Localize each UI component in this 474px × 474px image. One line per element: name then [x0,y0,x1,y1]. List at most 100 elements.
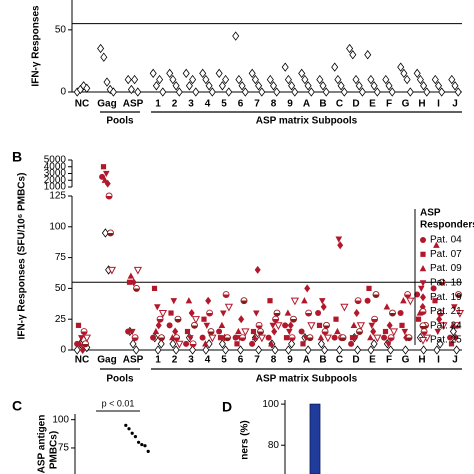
x-tick-label: F [386,99,392,110]
data-point [249,340,256,347]
y-tick-label: 2000 [44,175,67,186]
data-point [387,334,395,342]
legend-label: Pat. 24 [430,320,462,331]
data-point [290,297,300,306]
data-point [321,345,329,355]
data-point [288,334,296,342]
data-point [175,87,183,97]
data-point [220,310,227,317]
y-axis-label: ASP antigen [37,415,48,474]
x-tick-label: A [303,99,310,110]
data-point [129,339,137,349]
y-axis-label: PMBCs) [49,431,60,469]
x-tick-label: 5 [221,99,227,110]
data-point [130,278,137,287]
data-point [133,284,140,292]
y-tick-label: 100 [262,399,279,410]
data-point [174,315,182,323]
legend-label: Pat. 19 [430,292,462,303]
data-point [454,87,462,97]
data-point [386,321,393,330]
y-axis-label: ners (%) [240,420,251,459]
data-point [301,74,309,85]
data-point [402,345,409,355]
data-point [191,321,198,329]
data-point [124,423,128,427]
data-point [134,87,142,97]
data-point [75,322,82,328]
data-point [124,74,132,85]
data-point [323,334,333,343]
data-point [222,291,230,299]
data-point [298,328,305,335]
data-point [423,87,431,97]
data-point [306,334,314,342]
data-point [416,74,424,85]
data-point [172,81,180,91]
legend-marker [419,322,427,330]
data-point [258,87,266,97]
data-point [169,74,177,85]
data-point [352,74,360,85]
data-point [364,297,371,304]
data-point [240,297,248,305]
data-point [76,340,84,347]
data-point [185,81,193,91]
x-tick-label: 5 [221,355,227,366]
group-label: Pools [106,116,134,127]
data-point [183,340,190,347]
group-label: Pools [106,374,134,385]
data-point [290,315,297,323]
data-point [218,321,226,328]
data-point [439,322,448,331]
x-tick-label: I [437,355,440,366]
data-point [257,334,267,343]
data-point [237,345,244,355]
data-point [173,334,181,342]
data-point [151,285,158,291]
data-point [208,334,217,343]
y-tick-label: 0 [60,345,66,356]
data-point [202,345,210,355]
data-point [317,334,325,341]
data-point [205,81,213,91]
legend-title: Responders [420,220,474,231]
x-tick-label: 8 [271,355,277,366]
legend-label: Pat. 07 [430,249,462,260]
data-point [304,284,311,293]
group-label: ASP matrix Subpools [256,116,358,127]
data-point [307,322,316,331]
data-point [322,87,330,97]
x-tick-label: 6 [238,99,244,110]
data-point [316,322,323,328]
data-point [255,81,263,91]
data-point [304,345,312,355]
x-tick-label: G [402,99,410,110]
data-point [129,328,136,336]
data-point [189,345,197,355]
data-point [315,310,322,317]
data-point [185,297,193,304]
data-point [132,345,140,355]
data-point [381,334,388,341]
data-point [433,345,441,355]
data-point [79,346,86,354]
data-point [268,340,275,347]
data-point [191,316,201,324]
data-point [254,265,261,274]
data-point [218,81,226,91]
data-point [202,74,210,85]
legend-label: Pat. 04 [430,235,462,246]
data-point [206,309,214,317]
data-point [73,345,81,355]
data-point [420,345,428,355]
data-point [234,341,240,347]
data-point [389,328,399,337]
data-point [364,50,372,60]
data-point [406,297,415,306]
data-point [169,339,177,349]
data-point [352,335,359,342]
data-point [389,309,396,317]
x-tick-label: 2 [172,99,178,110]
data-point [201,316,207,322]
